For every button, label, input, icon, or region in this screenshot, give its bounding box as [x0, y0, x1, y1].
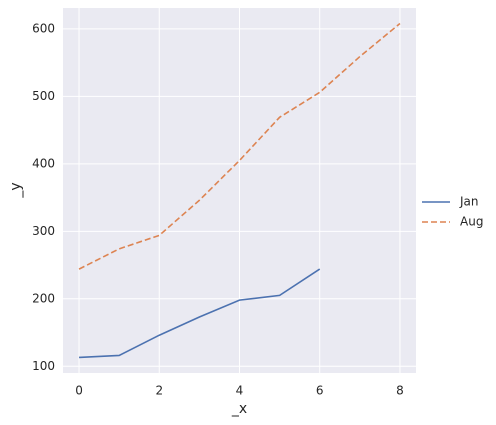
y-tick-label: 200 — [32, 291, 55, 305]
x-axis-label: _x — [231, 401, 247, 417]
series-line — [78, 22, 401, 270]
y-tick-label: 300 — [32, 224, 55, 238]
y-tick-label: 500 — [32, 89, 55, 103]
legend-label: Aug — [460, 215, 483, 229]
series-line — [79, 268, 321, 359]
x-tick-label: 2 — [155, 384, 163, 398]
y-tick-label: 100 — [32, 359, 55, 373]
y-axis-label: _y — [8, 182, 24, 198]
x-tick-label: 8 — [396, 384, 404, 398]
y-tick-label: 600 — [32, 21, 55, 35]
x-tick-label: 4 — [236, 384, 244, 398]
y-tick-label: 400 — [32, 156, 55, 170]
x-tick-label: 6 — [316, 384, 324, 398]
legend-label: Jan — [459, 195, 479, 209]
x-tick-label: 0 — [75, 384, 83, 398]
